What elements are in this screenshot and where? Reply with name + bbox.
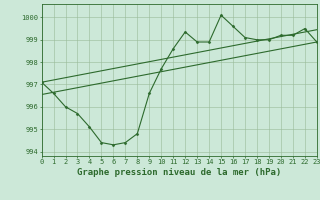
X-axis label: Graphe pression niveau de la mer (hPa): Graphe pression niveau de la mer (hPa) xyxy=(77,168,281,177)
